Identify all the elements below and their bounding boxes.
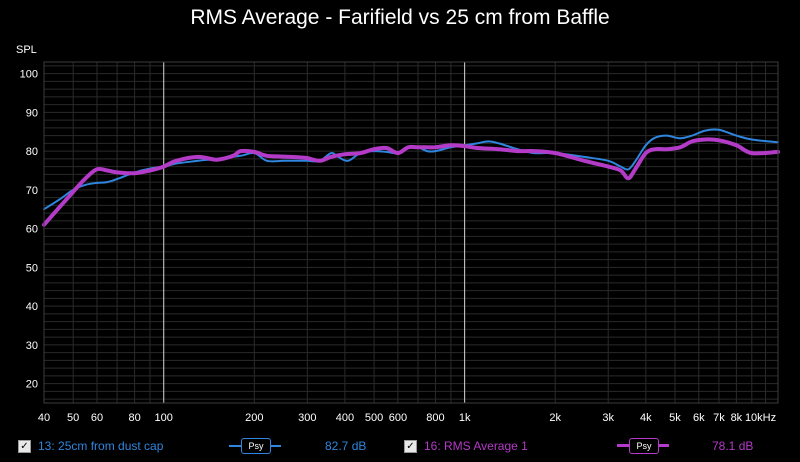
x-tick-label: 600 (389, 412, 407, 424)
series-line-rms-average (42, 137, 780, 227)
legend-checkbox-rms-average[interactable]: ✓ (404, 439, 417, 453)
x-tick-label: 3k (602, 412, 614, 424)
legend-checkbox-dust-cap[interactable]: ✓ (18, 439, 31, 453)
legend-label-rms-average: 16: RMS Average 1 (424, 439, 528, 453)
x-tick-label: 7k (713, 412, 725, 424)
chart-title: RMS Average - Farifield vs 25 cm from Ba… (190, 6, 610, 29)
legend-item-dust-cap[interactable]: ✓ 13: 25cm from dust cap (18, 439, 163, 453)
x-tick-label: 2k (549, 412, 561, 424)
x-tick-label: 10kHz (745, 412, 776, 424)
plot-frame (43, 61, 779, 404)
x-tick-labels: 40 50 60 80 100 200 300 400 500 600 800 1k 2k 3k 4k 5k 6… (38, 412, 776, 424)
y-axis-label: SPL (16, 44, 37, 56)
x-tick-label: 100 (155, 412, 173, 424)
x-tick-label: 4k (640, 412, 652, 424)
x-tick-label: 6k (693, 412, 705, 424)
response-chart[interactable]: SPL 20 30 40 50 60 70 80 90 100 40 50 60 80 100 200 30… (0, 0, 800, 434)
x-tick-label: 5k (669, 412, 681, 424)
x-tick-label: 50 (67, 412, 79, 424)
x-tick-label: 40 (38, 412, 50, 424)
legend-psy-dust-cap[interactable]: Psy (229, 437, 281, 455)
y-tick-label: 90 (26, 107, 38, 119)
y-tick-label: 30 (26, 340, 38, 352)
legend-item-rms-average[interactable]: ✓ 16: RMS Average 1 (404, 439, 528, 453)
psy-smoothing-button[interactable]: Psy (241, 438, 271, 454)
y-tick-labels: 20 30 40 50 60 70 80 90 100 (20, 69, 38, 391)
y-tick-label: 60 (26, 224, 38, 236)
y-tick-label: 40 (26, 301, 38, 313)
grid (43, 62, 779, 403)
x-tick-label: 800 (426, 412, 444, 424)
legend-value-rms-average: 78.1 dB (712, 439, 754, 453)
y-tick-label: 70 (26, 185, 38, 197)
y-tick-label: 80 (26, 146, 38, 158)
legend-psy-rms-average[interactable]: Psy (617, 437, 669, 455)
psy-smoothing-button[interactable]: Psy (629, 438, 659, 454)
legend-value-dust-cap: 82.7 dB (325, 439, 367, 453)
legend-label-dust-cap: 13: 25cm from dust cap (38, 439, 164, 453)
x-tick-label: 60 (91, 412, 103, 424)
x-tick-label: 8k (731, 412, 743, 424)
series-lines (42, 128, 780, 227)
legend: ✓ 13: 25cm from dust cap Psy 82.7 dB ✓ 1… (0, 436, 800, 460)
y-tick-label: 20 (26, 379, 38, 391)
x-tick-label: 400 (336, 412, 354, 424)
x-tick-label: 80 (128, 412, 140, 424)
x-tick-label: 300 (298, 412, 316, 424)
x-tick-label: 1k (459, 412, 471, 424)
y-tick-label: 100 (20, 69, 38, 81)
x-tick-label: 200 (245, 412, 263, 424)
y-tick-label: 50 (26, 262, 38, 274)
x-tick-label: 500 (365, 412, 383, 424)
